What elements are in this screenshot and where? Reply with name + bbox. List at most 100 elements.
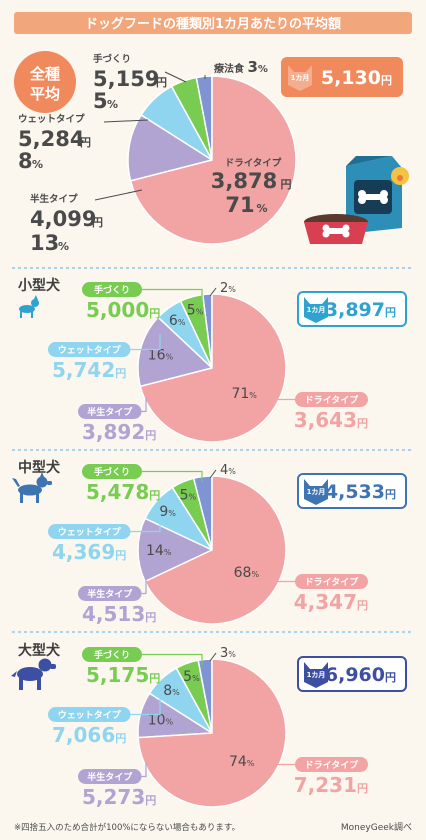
small-monthly-badge-value: 3,897円 [325, 299, 396, 321]
small-dry-price: 3,643円 [294, 408, 368, 432]
small-pct-other: 2% [220, 281, 236, 296]
overall-homemade-leader [164, 71, 187, 83]
large-dog-icon [11, 658, 56, 690]
medium-pct-dry: 68% [234, 565, 260, 581]
medium-dry-leader [271, 574, 295, 583]
medium-raw-price: 4,513円 [82, 602, 156, 626]
small-homemade-price: 5,000円 [86, 298, 160, 322]
large-dry-leader [271, 757, 295, 766]
medium-wet-leader [130, 516, 161, 533]
large-homemade-price: 5,175円 [86, 663, 160, 687]
small-pct-dry: 71% [231, 386, 257, 402]
overall-homemade-price-unit: 円 [156, 76, 167, 89]
overall-dry-price: 3,878 [211, 169, 277, 193]
large-raw-callout: 半生タイプ 5,273円 [78, 763, 156, 809]
overall-wet-percent: 8 [18, 149, 33, 173]
small-dry-leader [271, 392, 295, 401]
overall-title-line2: 平均 [30, 85, 60, 103]
overall-raw-price: 4,099 [30, 207, 96, 231]
medium-wet-name: ウェットタイプ [58, 526, 122, 538]
overall-raw-percent-unit: % [58, 240, 69, 253]
large-pct-wet: 8% [163, 683, 180, 699]
large-wet-name: ウェットタイプ [58, 709, 122, 721]
overall-wet-leader [103, 119, 149, 123]
medium-dry-price: 4,347円 [294, 590, 368, 614]
large-raw-leader [141, 763, 147, 778]
small-monthly-badge-dog-head-icon [304, 297, 328, 323]
medium-dog-icon [12, 472, 52, 503]
overall-raw-name: 半生タイプ [30, 193, 78, 205]
overall-wet-name: ウェットタイプ [18, 113, 85, 125]
medium-other-leader [209, 469, 217, 479]
small-dry-name: ドライタイプ [305, 394, 360, 406]
overall-homemade-percent-unit: % [107, 98, 118, 111]
medium-pct-homemade: 5% [180, 487, 197, 503]
medium-homemade-leader [142, 470, 203, 482]
large-homemade-leader [142, 653, 203, 665]
large-wet-price: 7,066円 [52, 723, 126, 747]
small-monthly-badge: 1カ月 3,897円 [297, 291, 407, 327]
small-homemade-leader [142, 288, 203, 300]
medium-homemade-name: 手づくり [94, 466, 130, 478]
medium-slice-raw [137, 517, 214, 583]
credit: MoneyGeek調べ [341, 821, 412, 833]
large-dry-callout: ドライタイプ 7,231円 [271, 757, 368, 797]
overall-wet-percent-unit: % [32, 158, 43, 171]
medium-wet-callout: ウェットタイプ 4,369円 [48, 516, 161, 564]
section-title-small: 小型犬 [18, 277, 61, 294]
small-homemade-callout: 手づくり 5,000円 [82, 282, 203, 322]
medium-monthly-badge-dog-head-icon [304, 479, 328, 505]
small-pct-wet: 6% [169, 313, 186, 329]
large-monthly-badge: 1カ月 6,960円 [297, 656, 407, 692]
overall-dry-name: ドライタイプ [225, 157, 282, 169]
overall-raw-percent: 13 [30, 231, 59, 255]
large-pct-homemade: 5% [183, 669, 200, 685]
small-pct-raw: 16% [148, 348, 174, 364]
dog-bowl-icon [304, 214, 368, 244]
overall-title-line1: 全種 [29, 65, 60, 83]
medium-homemade-callout: 手づくり 5,478円 [82, 464, 203, 504]
large-other-leader [209, 652, 217, 662]
medium-pct-wet: 9% [159, 504, 176, 520]
small-wet-leader [130, 334, 161, 351]
small-dog-icon [15, 295, 39, 318]
large-dry-name: ドライタイプ [305, 759, 360, 771]
large-dry-price: 7,231円 [294, 773, 368, 797]
overall-homemade-percent: 5 [93, 89, 108, 113]
medium-monthly-badge-value: 4,533円 [325, 481, 396, 503]
overall-monthly-badge: 1カ月 5,130円 [281, 57, 403, 97]
overall-dry-percent: 71 [225, 193, 254, 217]
small-wet-price: 5,742円 [52, 358, 126, 382]
overall-homemade-name: 手づくり [93, 53, 131, 65]
large-homemade-callout: 手づくり 5,175円 [82, 647, 203, 687]
small-raw-leader [141, 398, 147, 413]
large-pct-other: 3% [220, 646, 236, 661]
medium-raw-name: 半生タイプ [87, 588, 133, 600]
header-title: ドッグフードの種類別1カ月あたりの平均額 [85, 16, 341, 32]
small-slice-dry [139, 293, 287, 443]
large-slice-dry [137, 658, 287, 808]
overall-wet-price-unit: 円 [80, 136, 91, 149]
medium-raw-callout: 半生タイプ 4,513円 [78, 580, 156, 626]
dog-food-bag-icon [346, 156, 409, 234]
header-bar [14, 12, 412, 34]
overall-homemade-price: 5,159 [93, 67, 159, 91]
overall-monthly-badge-dog-head-icon [288, 65, 312, 91]
large-pct-raw: 10% [148, 713, 174, 729]
medium-monthly-badge: 1カ月 4,533円 [297, 473, 407, 509]
small-wet-callout: ウェットタイプ 5,742円 [48, 334, 161, 382]
large-monthly-badge-value: 6,960円 [325, 664, 396, 686]
overall-monthly-badge-label: 1カ月 [291, 74, 310, 82]
small-pie [137, 293, 287, 443]
overall-wet-price: 5,284 [18, 127, 84, 151]
overall-title-circle [14, 51, 76, 113]
medium-monthly-badge-label: 1カ月 [307, 488, 326, 496]
small-other-leader [209, 287, 217, 297]
footnote: ※四捨五入のため合計が100%にならない場合もあります。 [14, 822, 240, 833]
large-wet-leader [130, 699, 161, 716]
small-raw-name: 半生タイプ [87, 406, 133, 418]
large-monthly-badge-label: 1カ月 [307, 671, 326, 679]
medium-dry-callout: ドライタイプ 4,347円 [271, 574, 368, 614]
